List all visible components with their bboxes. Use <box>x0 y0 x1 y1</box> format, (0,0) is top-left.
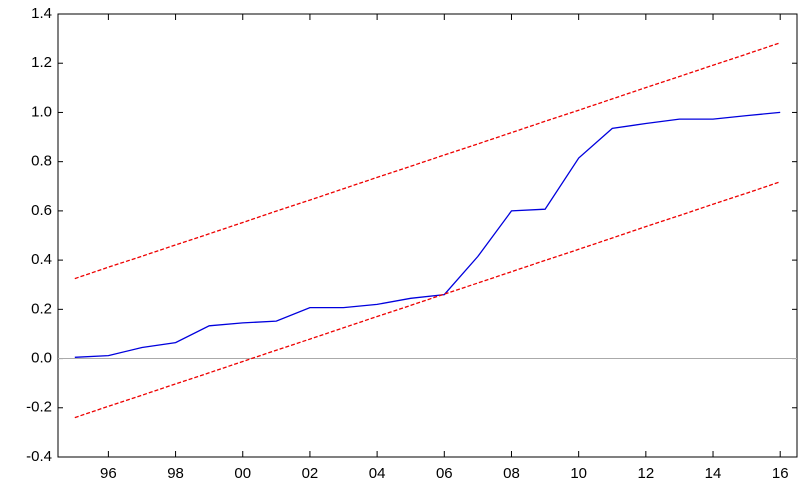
plot-frame <box>57 13 798 458</box>
x-tick-label: 06 <box>436 465 453 482</box>
series-line <box>74 181 781 419</box>
x-tick-label: 08 <box>503 465 520 482</box>
y-tick-label: 0.2 <box>31 300 52 317</box>
y-tick-label: 1.0 <box>31 103 52 120</box>
x-tick-label: 98 <box>167 465 184 482</box>
y-tick-label: -0.2 <box>26 399 52 416</box>
y-tick-label: 0.6 <box>31 202 52 219</box>
x-tick-label: 12 <box>637 465 654 482</box>
series-line <box>74 111 781 358</box>
x-tick-label: 04 <box>369 465 386 482</box>
y-tick-label: 1.2 <box>31 54 52 71</box>
x-tick-label: 02 <box>302 465 319 482</box>
y-tick-label: 0.0 <box>31 350 52 367</box>
y-tick-label: 0.8 <box>31 153 52 170</box>
x-tick-label: 00 <box>234 465 251 482</box>
y-tick-label: 0.4 <box>31 251 52 268</box>
x-tick-label: 96 <box>100 465 117 482</box>
x-tick-label: 10 <box>570 465 587 482</box>
x-tick-label: 14 <box>705 465 722 482</box>
series-line <box>74 42 781 280</box>
x-tick-label: 16 <box>772 465 789 482</box>
y-tick-label: 1.4 <box>31 5 52 22</box>
y-tick-label: -0.4 <box>26 448 52 465</box>
